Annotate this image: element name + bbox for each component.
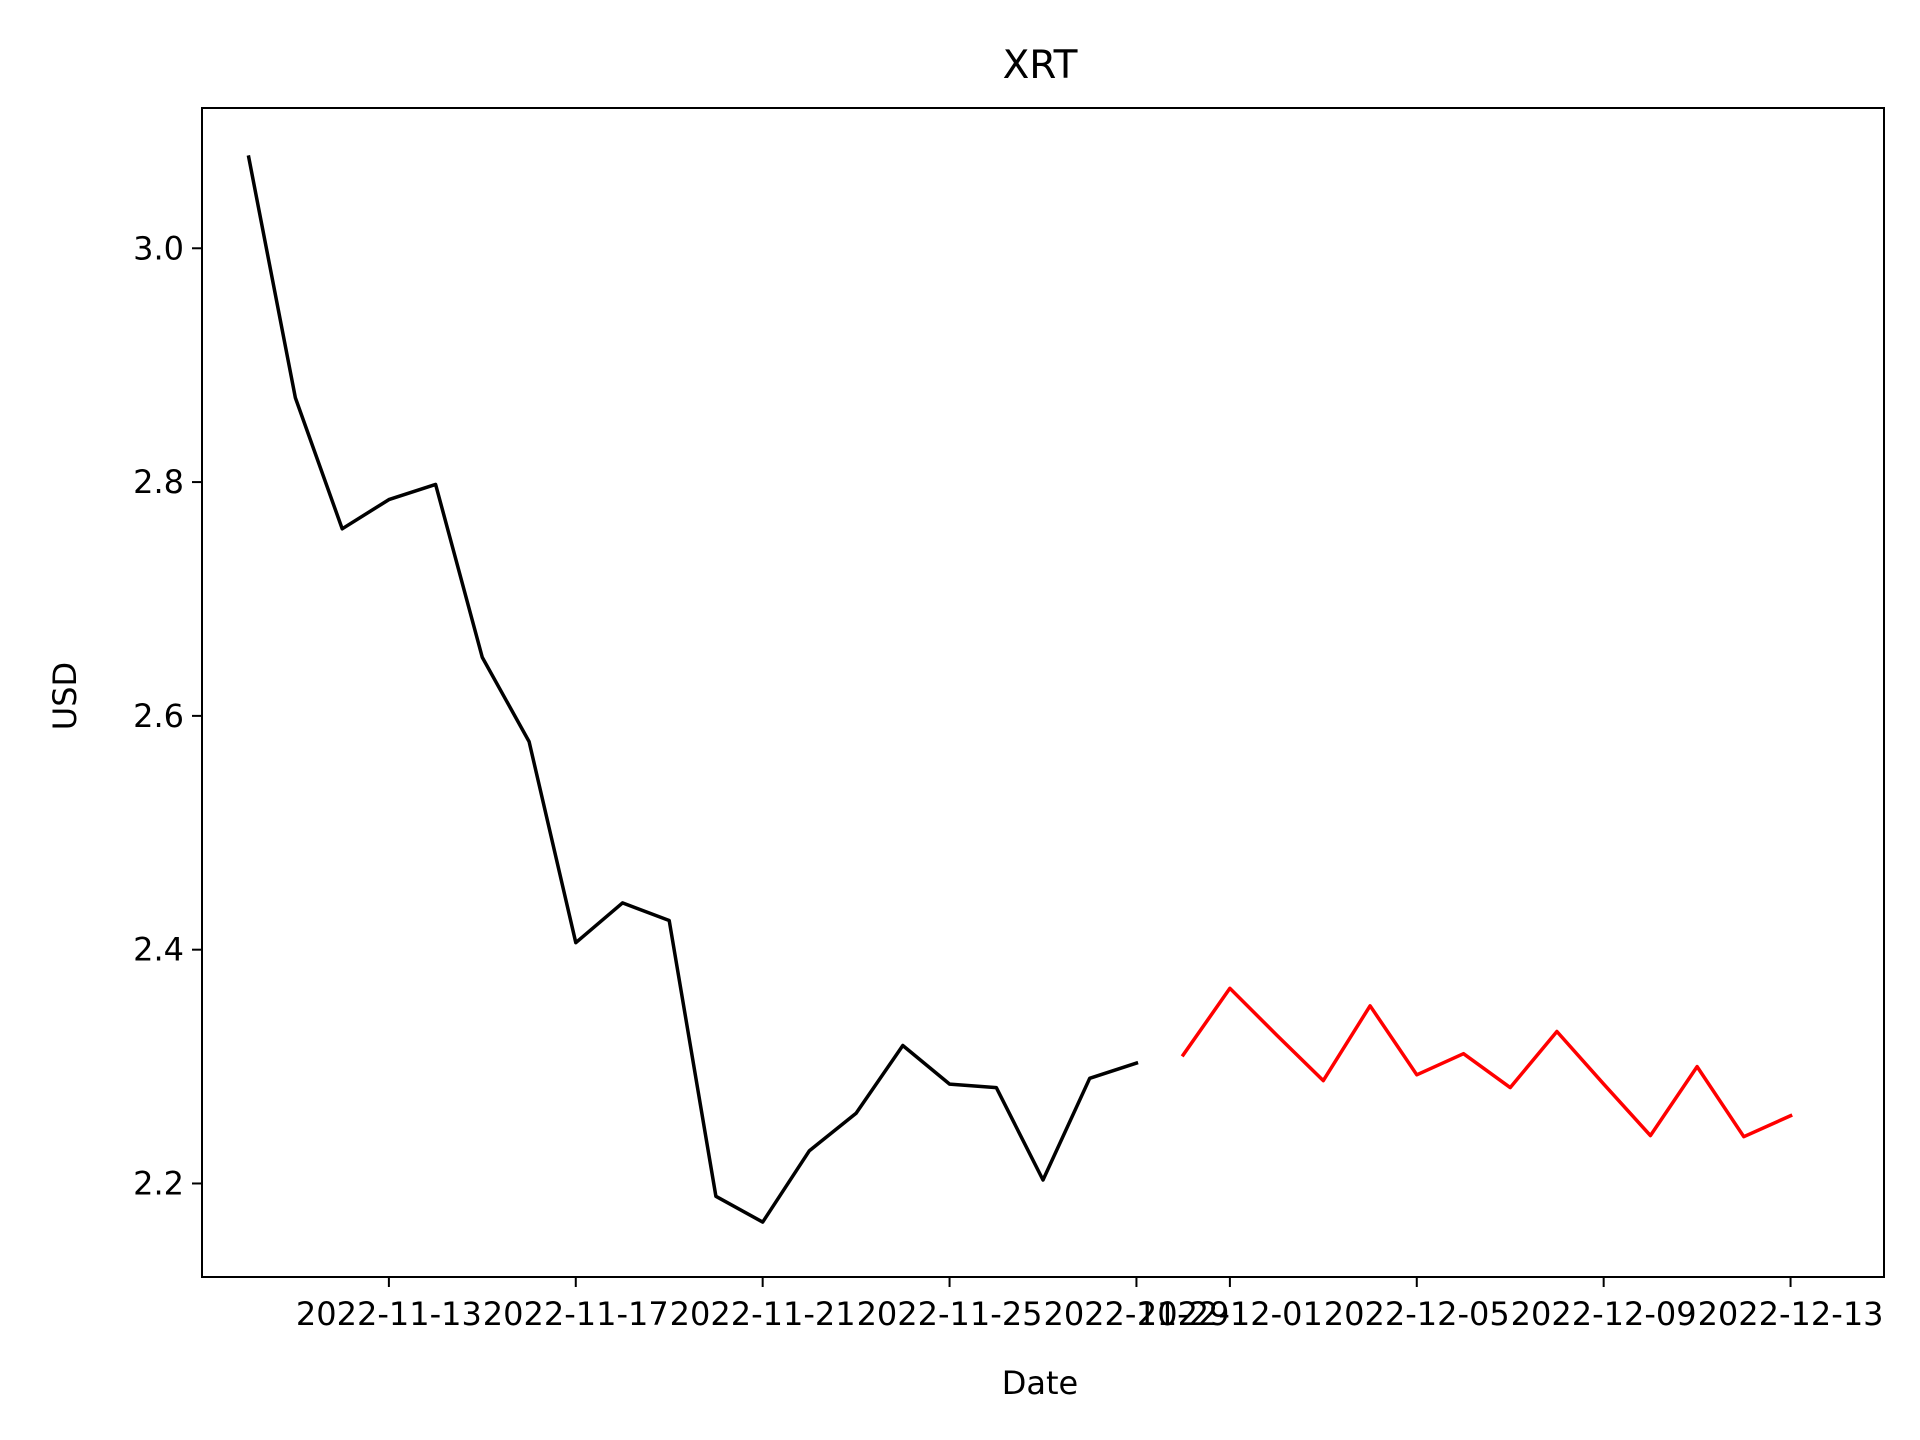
x-tick-label: 2022-11-29	[1043, 1295, 1229, 1333]
y-tick-label: 2.2	[133, 1164, 184, 1202]
x-tick-label: 2022-11-17	[483, 1295, 669, 1333]
tick-layer: 2022-11-13 2022-11-17 2022-11-21 2022-11-25…	[133, 229, 1883, 1333]
y-tick-label: 3.0	[133, 229, 184, 267]
chart-title: XRT	[1003, 43, 1078, 88]
x-tick-label: 2022-12-09	[1511, 1295, 1697, 1333]
y-axis-label: USD	[46, 662, 84, 730]
x-tick-label: 2022-12-05	[1324, 1295, 1510, 1333]
plot-frame	[201, 107, 1885, 1278]
x-tick-label: 2022-11-25	[857, 1295, 1043, 1333]
x-tick-label: 2022-11-21	[670, 1295, 856, 1333]
x-tick-label: 2022-12-01	[1137, 1295, 1323, 1333]
series-layer	[246, 155, 1793, 1224]
x-axis-label: Date	[1002, 1364, 1078, 1402]
y-tick-label: 2.8	[133, 463, 184, 501]
y-tick-label: 2.6	[133, 697, 184, 735]
x-tick-label: 2022-12-13	[1698, 1295, 1884, 1333]
series-line-1	[246, 155, 1139, 1224]
x-tick-label: 2022-11-13	[296, 1295, 482, 1333]
series-line-2	[1180, 986, 1793, 1139]
y-tick-label: 2.4	[133, 931, 184, 969]
